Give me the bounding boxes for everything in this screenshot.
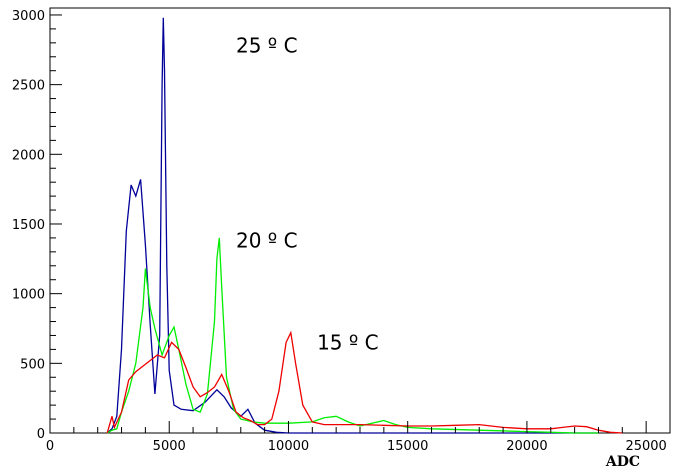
series-line-3 — [106, 330, 623, 434]
y-tick-label: 2500 — [12, 79, 45, 94]
x-tick-label: 5000 — [153, 439, 186, 454]
annotation-layer: 25 º C 20 º C 15 º C — [236, 34, 379, 355]
x-tick-label: 20000 — [506, 439, 547, 454]
y-tick-label: 2000 — [12, 148, 45, 163]
series-layer — [106, 17, 623, 434]
y-tick-label: 1500 — [12, 218, 45, 233]
axis-layer: 0 5000 10000 15000 20000 25000 0 500 1000 1500 200… — [12, 9, 667, 454]
series-annotation-1: 25 º C — [236, 34, 298, 58]
y-tick-label: 3000 — [12, 9, 45, 24]
x-tick-label: 0 — [46, 439, 54, 454]
series-annotation-2: 20 º C — [236, 229, 298, 253]
x-tick-label: 10000 — [268, 439, 309, 454]
y-tick-label: 1000 — [12, 288, 45, 303]
series-annotation-3: 15 º C — [317, 330, 379, 354]
x-axis-title: ADC — [605, 454, 640, 470]
x-tick-label: 25000 — [625, 439, 666, 454]
y-tick-label: 0 — [37, 427, 45, 442]
series-line-1 — [106, 17, 599, 434]
y-tick-label: 500 — [20, 357, 45, 372]
series-line-2 — [106, 237, 599, 434]
x-tick-label: 15000 — [387, 439, 428, 454]
